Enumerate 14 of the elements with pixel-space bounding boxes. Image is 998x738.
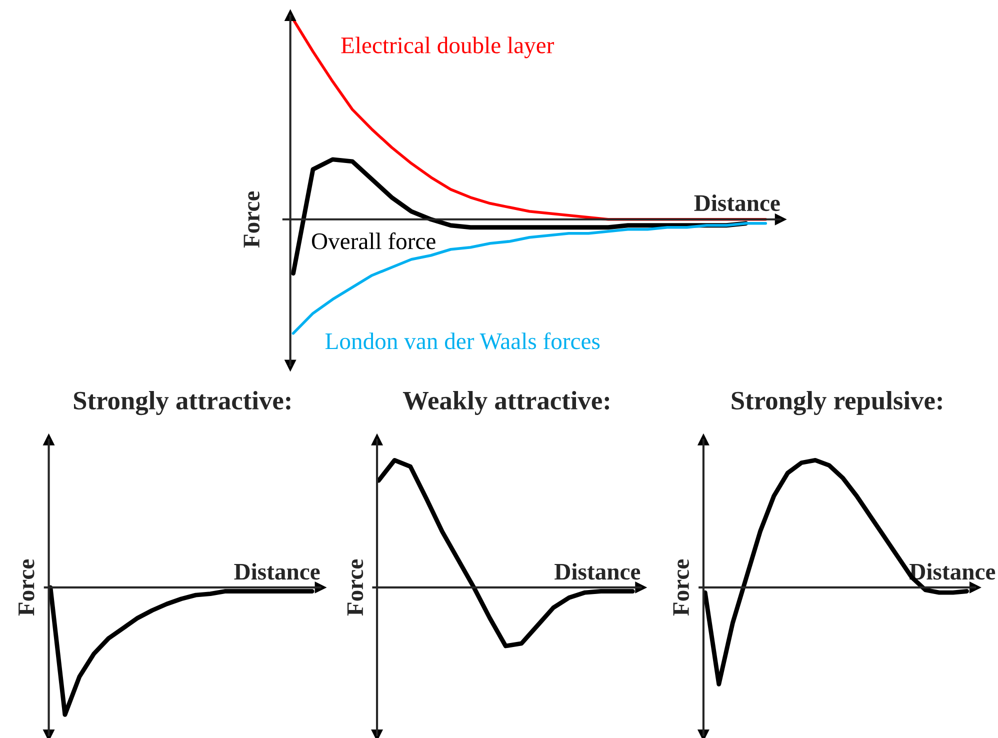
chart-title: Strongly repulsive: — [732, 390, 942, 416]
series-label: London van der Waals forces — [325, 332, 600, 350]
series-label: Electrical double layer — [341, 36, 554, 58]
chart-title: Weakly attractive: — [402, 390, 610, 415]
x-axis-title: Distance — [554, 563, 640, 580]
chart-title: Strongly attractive: — [74, 390, 290, 416]
x-axis-title: Distance — [694, 194, 780, 212]
y-axis-title: Force — [347, 559, 364, 616]
x-axis-title: Distance — [910, 563, 996, 580]
y-axis-title: Force — [244, 191, 260, 248]
x-axis-title: Distance — [234, 563, 320, 580]
series-label: Overall force — [312, 232, 436, 250]
y-axis-title: Force — [18, 559, 34, 616]
y-axis-title: Force — [673, 559, 689, 616]
